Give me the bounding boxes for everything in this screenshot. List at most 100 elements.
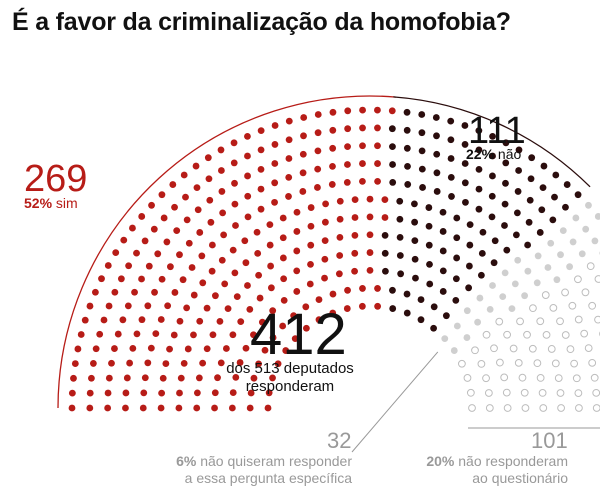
seat-dot-nao [411,255,419,263]
seat-dot-sim [131,288,138,296]
seat-dot-nao [503,246,511,254]
seat-dot-nao-quiseram [533,279,541,287]
seat-dot-nao [381,249,389,257]
seat-dot-sim [141,374,149,382]
seat-dot-sim [366,213,374,221]
seat-dot-sim [205,175,213,183]
seat-dot-sim [123,374,131,382]
seat-dot-nao [411,218,419,226]
seat-dot-sim [221,280,229,288]
seat-dot-sim [269,307,277,315]
seat-dot-sim [154,250,162,258]
seat-dot-nao-responderam [500,373,509,382]
seat-dot-sim [74,345,82,353]
seat-dot-nao [512,231,520,239]
seat-dot-sim [199,279,207,287]
seat-dot-sim [381,196,389,204]
seat-dot-sim [120,236,128,244]
seat-dot-nao [465,284,473,292]
seat-dot-sim [329,309,337,317]
seat-dot-nao-responderam [574,389,583,398]
seat-dot-sim [285,173,293,181]
seat-dot-sim [265,389,273,397]
seat-dot-nao [430,324,437,332]
seat-dot-nao-responderam [549,303,558,312]
nao-bracket [393,96,591,188]
seat-dot-sim [129,344,137,352]
sim-bracket [57,95,397,409]
seat-dot-sim [328,181,336,188]
seat-dot-nao-responderam [496,358,504,367]
seat-dot-sim [196,317,204,325]
seat-dot-nao [539,184,547,192]
nao-quiseram-leader [351,351,439,453]
seat-dot-sim [188,264,196,271]
seat-dot-sim [351,267,358,275]
seat-dot-sim [177,374,185,382]
seat-dot-sim [244,282,251,289]
seat-dot-sim [171,203,178,211]
center-caption: dos 513 deputados responderam [200,360,380,396]
seat-dot-nao-responderam [581,288,590,297]
seat-dot-sim [374,178,381,185]
seat-dot-nao [426,260,433,268]
seat-dot-sim [329,144,337,152]
seat-dot-nao-responderam [584,344,593,353]
seat-dot-sim [257,165,265,173]
seat-dot-nao-responderam [588,301,597,310]
seat-dot-nao [461,141,469,148]
seat-dot-nao [524,241,532,249]
seat-dot-sim [314,129,322,137]
seat-dot-nao [540,162,548,170]
seat-dot-sim [176,389,183,397]
seat-dot-sim [229,246,237,254]
seat-dot-nao-quiseram [591,237,599,245]
seat-dot-nao-responderam [485,404,494,412]
seat-dot-nao-responderam [458,359,466,368]
seat-dot-sim [92,288,99,296]
seat-dot-nao-responderam [541,291,550,299]
seat-dot-nao [453,214,461,222]
seat-dot-sim [232,373,240,381]
seat-dot-nao-responderam [556,317,564,326]
seat-dot-nao [396,197,404,205]
seat-dot-nao-responderam [502,388,511,397]
seat-dot-nao [527,175,535,183]
seat-dot-nao-quiseram [511,280,519,288]
seat-dot-nao [432,114,440,121]
seat-dot-sim [314,184,321,191]
seat-dot-nao [397,270,405,278]
seat-dot-sim [144,359,152,367]
seat-dot-sim [257,205,265,213]
seat-dot-nao-quiseram [514,256,522,264]
seat-dot-nao-responderam [533,359,542,368]
seat-dot-sim [291,335,299,343]
seat-dot-nao [425,241,433,249]
sim-count: 269 [24,158,88,200]
seat-dot-nao [447,155,455,162]
seat-dot-sim [104,404,112,412]
seat-dot-nao-responderam [503,330,512,339]
seat-dot-sim [307,222,315,230]
seat-dot-sim [193,389,201,397]
seat-dot-nao-responderam [594,275,600,283]
seat-dot-nao [439,267,447,275]
seat-dot-nao [501,222,508,229]
seat-dot-nao [442,312,450,320]
seat-dot-sim [244,152,251,160]
seat-dot-nao [403,108,411,116]
seat-dot-sim [108,359,115,367]
seat-dot-sim [280,296,288,304]
seat-dot-nao-quiseram [559,227,567,235]
seat-dot-sim [194,206,202,214]
seat-dot-sim [374,142,381,150]
seat-dot-sim [271,198,278,206]
seat-dot-nao-responderam [463,374,472,382]
seat-dot-sim [152,330,160,338]
seat-dot-sim [315,296,323,303]
seat-dot-nao [433,150,441,158]
seat-dot-nao-quiseram [486,305,494,313]
seat-dot-sim [217,167,225,174]
seat-dot-nao [389,179,397,186]
seat-dot-sim [207,218,215,226]
